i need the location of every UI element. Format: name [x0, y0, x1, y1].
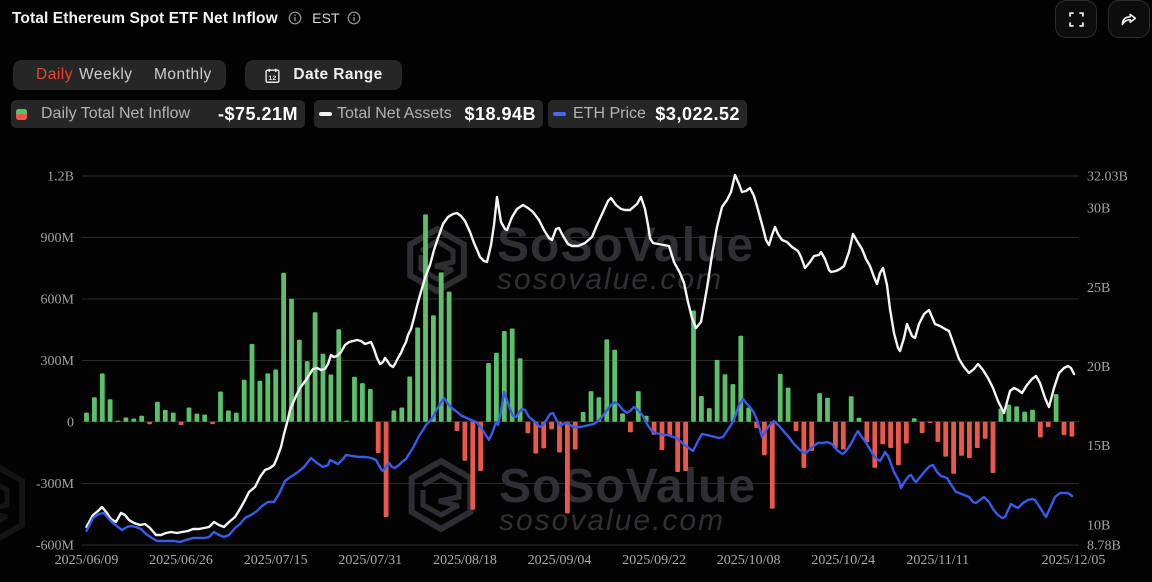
- svg-text:1.2B: 1.2B: [47, 170, 74, 185]
- svg-text:300M: 300M: [41, 354, 75, 369]
- svg-text:SoSoValue: SoSoValue: [499, 460, 756, 513]
- svg-text:2025/11/11: 2025/11/11: [906, 553, 969, 568]
- svg-text:30B: 30B: [1087, 202, 1110, 217]
- svg-text:900M: 900M: [41, 231, 75, 246]
- svg-text:sosovalue.com: sosovalue.com: [497, 263, 723, 296]
- svg-text:20B: 20B: [1087, 360, 1110, 375]
- svg-text:2025/08/18: 2025/08/18: [433, 553, 497, 568]
- svg-text:25B: 25B: [1087, 281, 1110, 296]
- svg-text:10B: 10B: [1087, 519, 1110, 534]
- svg-text:2025/06/09: 2025/06/09: [55, 553, 119, 568]
- svg-text:2025/09/22: 2025/09/22: [622, 553, 686, 568]
- svg-text:2025/10/24: 2025/10/24: [811, 553, 875, 568]
- svg-text:15B: 15B: [1087, 439, 1110, 454]
- svg-text:2025/06/26: 2025/06/26: [149, 553, 213, 568]
- svg-text:12: 12: [269, 74, 277, 81]
- svg-text:2025/12/05: 2025/12/05: [1042, 553, 1106, 568]
- svg-text:-600M: -600M: [36, 539, 75, 554]
- svg-text:0: 0: [67, 415, 74, 430]
- svg-text:2025/07/15: 2025/07/15: [244, 553, 308, 568]
- svg-text:8.78B: 8.78B: [1087, 539, 1121, 554]
- svg-text:32.03B: 32.03B: [1087, 170, 1128, 185]
- svg-text:sosovalue.com: sosovalue.com: [499, 504, 725, 537]
- svg-text:600M: 600M: [41, 293, 75, 308]
- svg-text:2025/10/08: 2025/10/08: [717, 553, 781, 568]
- svg-text:2025/07/31: 2025/07/31: [338, 553, 402, 568]
- svg-text:-300M: -300M: [36, 477, 75, 492]
- svg-text:2025/09/04: 2025/09/04: [528, 553, 592, 568]
